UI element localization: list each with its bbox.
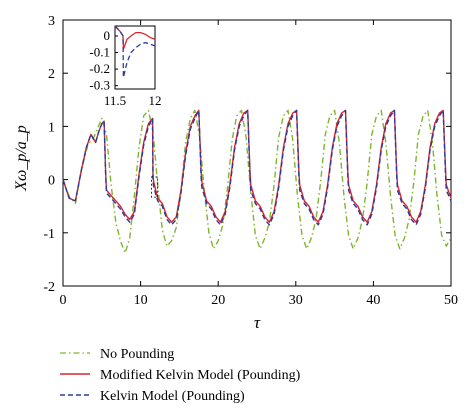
y-axis-label: Xω_p/a_p [13, 125, 30, 192]
x-tick-label: 10 [134, 293, 148, 308]
inset-y-tick-label: -0.1 [89, 45, 110, 60]
series-line-modified-kelvin-model-pounding [62, 109, 452, 223]
legend-label-modified-kelvin: Modified Kelvin Model (Pounding) [100, 368, 301, 383]
x-axis-label: τ [254, 313, 261, 332]
legend: No Pounding Modified Kelvin Model (Pound… [60, 347, 301, 404]
plot-frame [62, 19, 452, 287]
inset-plot: 11.5 12 0 -0.1-0.2 -0.3 [89, 25, 162, 108]
legend-label-kelvin: Kelvin Model (Pounding) [100, 389, 245, 404]
y-tick-label: 1 [48, 120, 55, 135]
inset-y-tick-label: -0.3 [89, 78, 110, 93]
inset-y-tick-label: 0 [104, 28, 111, 43]
x-tick-label: 40 [366, 293, 380, 308]
series-line-no-pounding [62, 109, 452, 254]
y-tick-label: 3 [48, 14, 55, 29]
x-tick-label: 30 [289, 293, 303, 308]
x-tick-label: 50 [444, 293, 458, 308]
x-tick-label: 0 [60, 293, 67, 308]
inset-series-line-kelvin-model-pounding [114, 25, 156, 78]
y-tick-label: 2 [48, 67, 55, 82]
x-tick-label: 20 [211, 293, 225, 308]
y-tick-label: -1 [43, 227, 55, 242]
y-tick-label: 0 [48, 174, 55, 189]
inset-y-tick-label: -0.2 [89, 61, 110, 76]
inset-frame [114, 25, 156, 90]
zoom-region-marker [151, 176, 159, 198]
series-line-kelvin-model-pounding [62, 109, 452, 226]
inset-x-tick-label: 11.5 [104, 93, 126, 108]
inset-x-tick-label: 12 [149, 93, 162, 108]
y-tick-label: -2 [43, 280, 55, 295]
legend-label-no-pounding: No Pounding [100, 347, 174, 362]
